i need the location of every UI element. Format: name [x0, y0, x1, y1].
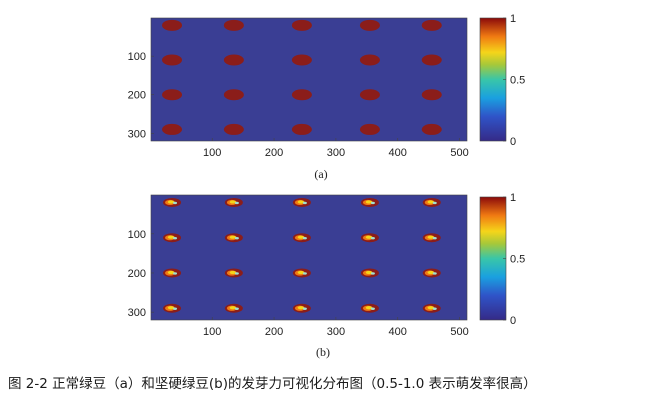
- seed: [224, 197, 243, 207]
- seed: [163, 197, 182, 207]
- heatmap-a-background: [150, 17, 468, 142]
- x-tick-label: 300: [327, 326, 345, 338]
- seed: [162, 123, 183, 135]
- x-tick-label: 300: [327, 147, 345, 159]
- seed: [223, 123, 244, 135]
- heatmap-b-background: [150, 194, 468, 321]
- seed: [224, 303, 243, 313]
- seed: [224, 268, 243, 278]
- x-tick-label: 500: [450, 147, 468, 159]
- heatmap-a-x-axis: 100 200 300 400 500: [203, 138, 469, 159]
- seed: [163, 268, 182, 278]
- x-tick-label: 100: [203, 326, 221, 338]
- seed: [359, 19, 380, 31]
- figure-caption: 图 2-2 正常绿豆（a）和坚硬绿豆(b)的发芽力可视化分布图（0.5-1.0 …: [8, 376, 537, 392]
- seed: [292, 197, 311, 207]
- seed: [291, 89, 312, 101]
- colorbar-tick-label: 1: [510, 13, 516, 25]
- seed: [360, 268, 379, 278]
- seed: [162, 19, 183, 31]
- colorbar-tick-label: 1: [510, 192, 516, 204]
- heatmap-a-seeds: [162, 19, 442, 135]
- x-tick-label: 100: [203, 147, 221, 159]
- colorbar-a: [479, 17, 507, 142]
- seed: [421, 89, 442, 101]
- seed: [421, 54, 442, 66]
- seed: [291, 123, 312, 135]
- seed: [422, 233, 441, 243]
- seed: [224, 233, 243, 243]
- seed: [359, 54, 380, 66]
- seed: [421, 19, 442, 31]
- colorbar-b-ticks: 00.51: [503, 192, 525, 327]
- colorbar-tick-label: 0.5: [510, 254, 525, 266]
- seed: [422, 197, 441, 207]
- seed: [422, 268, 441, 278]
- seed: [291, 54, 312, 66]
- y-tick-label: 300: [128, 307, 146, 319]
- seed: [359, 123, 380, 135]
- seed: [163, 233, 182, 243]
- seed: [162, 89, 183, 101]
- colorbar-b: [479, 196, 507, 321]
- x-tick-label: 400: [389, 147, 407, 159]
- heatmap-a-y-axis: 100 200 300: [128, 51, 154, 140]
- x-tick-label: 400: [389, 326, 407, 338]
- seed: [223, 54, 244, 66]
- seed: [163, 303, 182, 313]
- colorbar-a-ticks: 00.51: [503, 13, 525, 148]
- seed: [422, 303, 441, 313]
- colorbar-tick-label: 0.5: [510, 75, 525, 87]
- seed: [292, 303, 311, 313]
- seed: [421, 123, 442, 135]
- seed: [291, 19, 312, 31]
- seed: [223, 19, 244, 31]
- seed: [360, 233, 379, 243]
- seed: [223, 89, 244, 101]
- y-tick-label: 200: [128, 90, 146, 102]
- heatmap-b-seeds: [163, 197, 441, 313]
- panel-b-label: (b): [316, 345, 330, 359]
- seed: [360, 197, 379, 207]
- x-tick-label: 200: [265, 326, 283, 338]
- y-tick-label: 300: [128, 128, 146, 140]
- y-tick-label: 100: [128, 229, 146, 241]
- y-tick-label: 100: [128, 51, 146, 63]
- heatmap-b-y-axis: 100 200 300: [128, 229, 154, 319]
- seed: [292, 268, 311, 278]
- panel-a-label: (a): [314, 167, 327, 181]
- seed: [292, 233, 311, 243]
- x-tick-label: 200: [265, 147, 283, 159]
- x-tick-label: 500: [450, 326, 468, 338]
- y-tick-label: 200: [128, 268, 146, 280]
- colorbar-tick-label: 0: [510, 136, 516, 148]
- colorbar-tick-label: 0: [510, 315, 516, 327]
- seed: [162, 54, 183, 66]
- seed: [360, 303, 379, 313]
- heatmap-b-x-axis: 100 200 300 400 500: [203, 317, 469, 338]
- seed: [359, 89, 380, 101]
